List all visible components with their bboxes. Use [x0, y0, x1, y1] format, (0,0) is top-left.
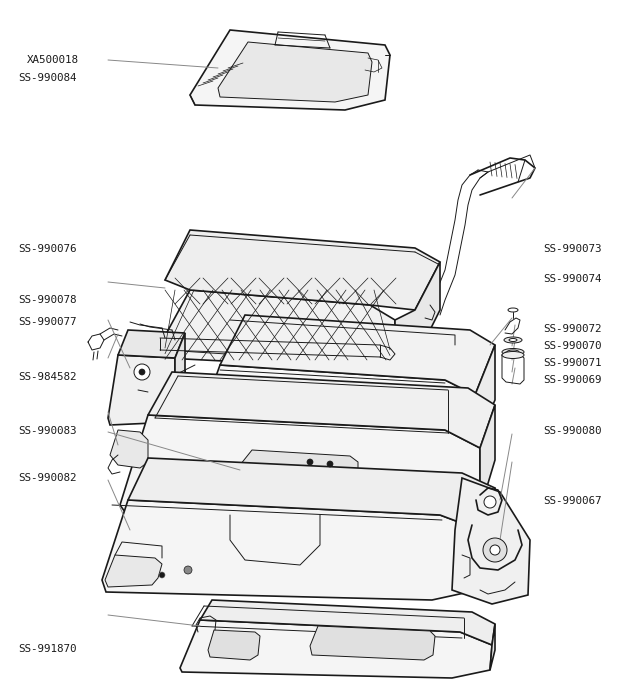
Polygon shape	[175, 333, 185, 422]
Text: SS-990084: SS-990084	[19, 73, 77, 83]
Ellipse shape	[502, 348, 524, 355]
Text: eReplacementParts.com: eReplacementParts.com	[234, 373, 386, 387]
Polygon shape	[490, 624, 495, 670]
Polygon shape	[310, 626, 435, 660]
Circle shape	[490, 545, 500, 555]
Text: SS-990078: SS-990078	[19, 295, 77, 305]
Polygon shape	[220, 315, 495, 395]
Polygon shape	[180, 620, 492, 678]
Polygon shape	[108, 355, 175, 425]
Ellipse shape	[504, 337, 522, 343]
Circle shape	[159, 572, 165, 578]
Polygon shape	[102, 500, 480, 600]
Text: SS-990073: SS-990073	[543, 244, 601, 254]
Polygon shape	[148, 372, 495, 448]
Polygon shape	[452, 478, 530, 604]
Polygon shape	[395, 262, 440, 360]
Polygon shape	[218, 42, 372, 102]
Polygon shape	[475, 345, 495, 445]
Polygon shape	[195, 365, 475, 455]
Ellipse shape	[508, 308, 518, 312]
Polygon shape	[128, 458, 495, 530]
Text: SS-990072: SS-990072	[543, 325, 601, 334]
Text: SS-991870: SS-991870	[19, 644, 77, 654]
Text: SS-990082: SS-990082	[19, 473, 77, 483]
Polygon shape	[165, 230, 440, 310]
Polygon shape	[478, 488, 495, 590]
Polygon shape	[208, 630, 260, 660]
Polygon shape	[105, 555, 162, 587]
Text: SS-990070: SS-990070	[543, 341, 601, 351]
Circle shape	[184, 566, 192, 574]
Polygon shape	[240, 450, 358, 482]
Circle shape	[307, 459, 313, 465]
Text: SS-990077: SS-990077	[19, 318, 77, 327]
Text: SS-990076: SS-990076	[19, 244, 77, 254]
Circle shape	[483, 538, 507, 562]
Text: XA500018: XA500018	[27, 55, 79, 65]
Text: SS-984582: SS-984582	[19, 372, 77, 382]
Ellipse shape	[502, 352, 524, 359]
Circle shape	[327, 461, 333, 467]
Text: SS-990067: SS-990067	[543, 496, 601, 506]
Polygon shape	[480, 405, 495, 510]
Text: SS-990080: SS-990080	[543, 426, 601, 436]
Polygon shape	[200, 600, 495, 645]
Text: SS-990069: SS-990069	[543, 375, 601, 385]
Circle shape	[484, 496, 496, 508]
Circle shape	[139, 369, 145, 375]
Polygon shape	[190, 30, 390, 110]
Ellipse shape	[509, 339, 517, 341]
Text: SS-990083: SS-990083	[19, 426, 77, 436]
Polygon shape	[118, 330, 185, 358]
Polygon shape	[120, 415, 480, 520]
Ellipse shape	[507, 350, 519, 354]
Circle shape	[134, 364, 150, 380]
Text: SS-990071: SS-990071	[543, 358, 601, 368]
Polygon shape	[110, 430, 148, 468]
Polygon shape	[160, 290, 395, 368]
Text: SS-990074: SS-990074	[543, 274, 601, 284]
